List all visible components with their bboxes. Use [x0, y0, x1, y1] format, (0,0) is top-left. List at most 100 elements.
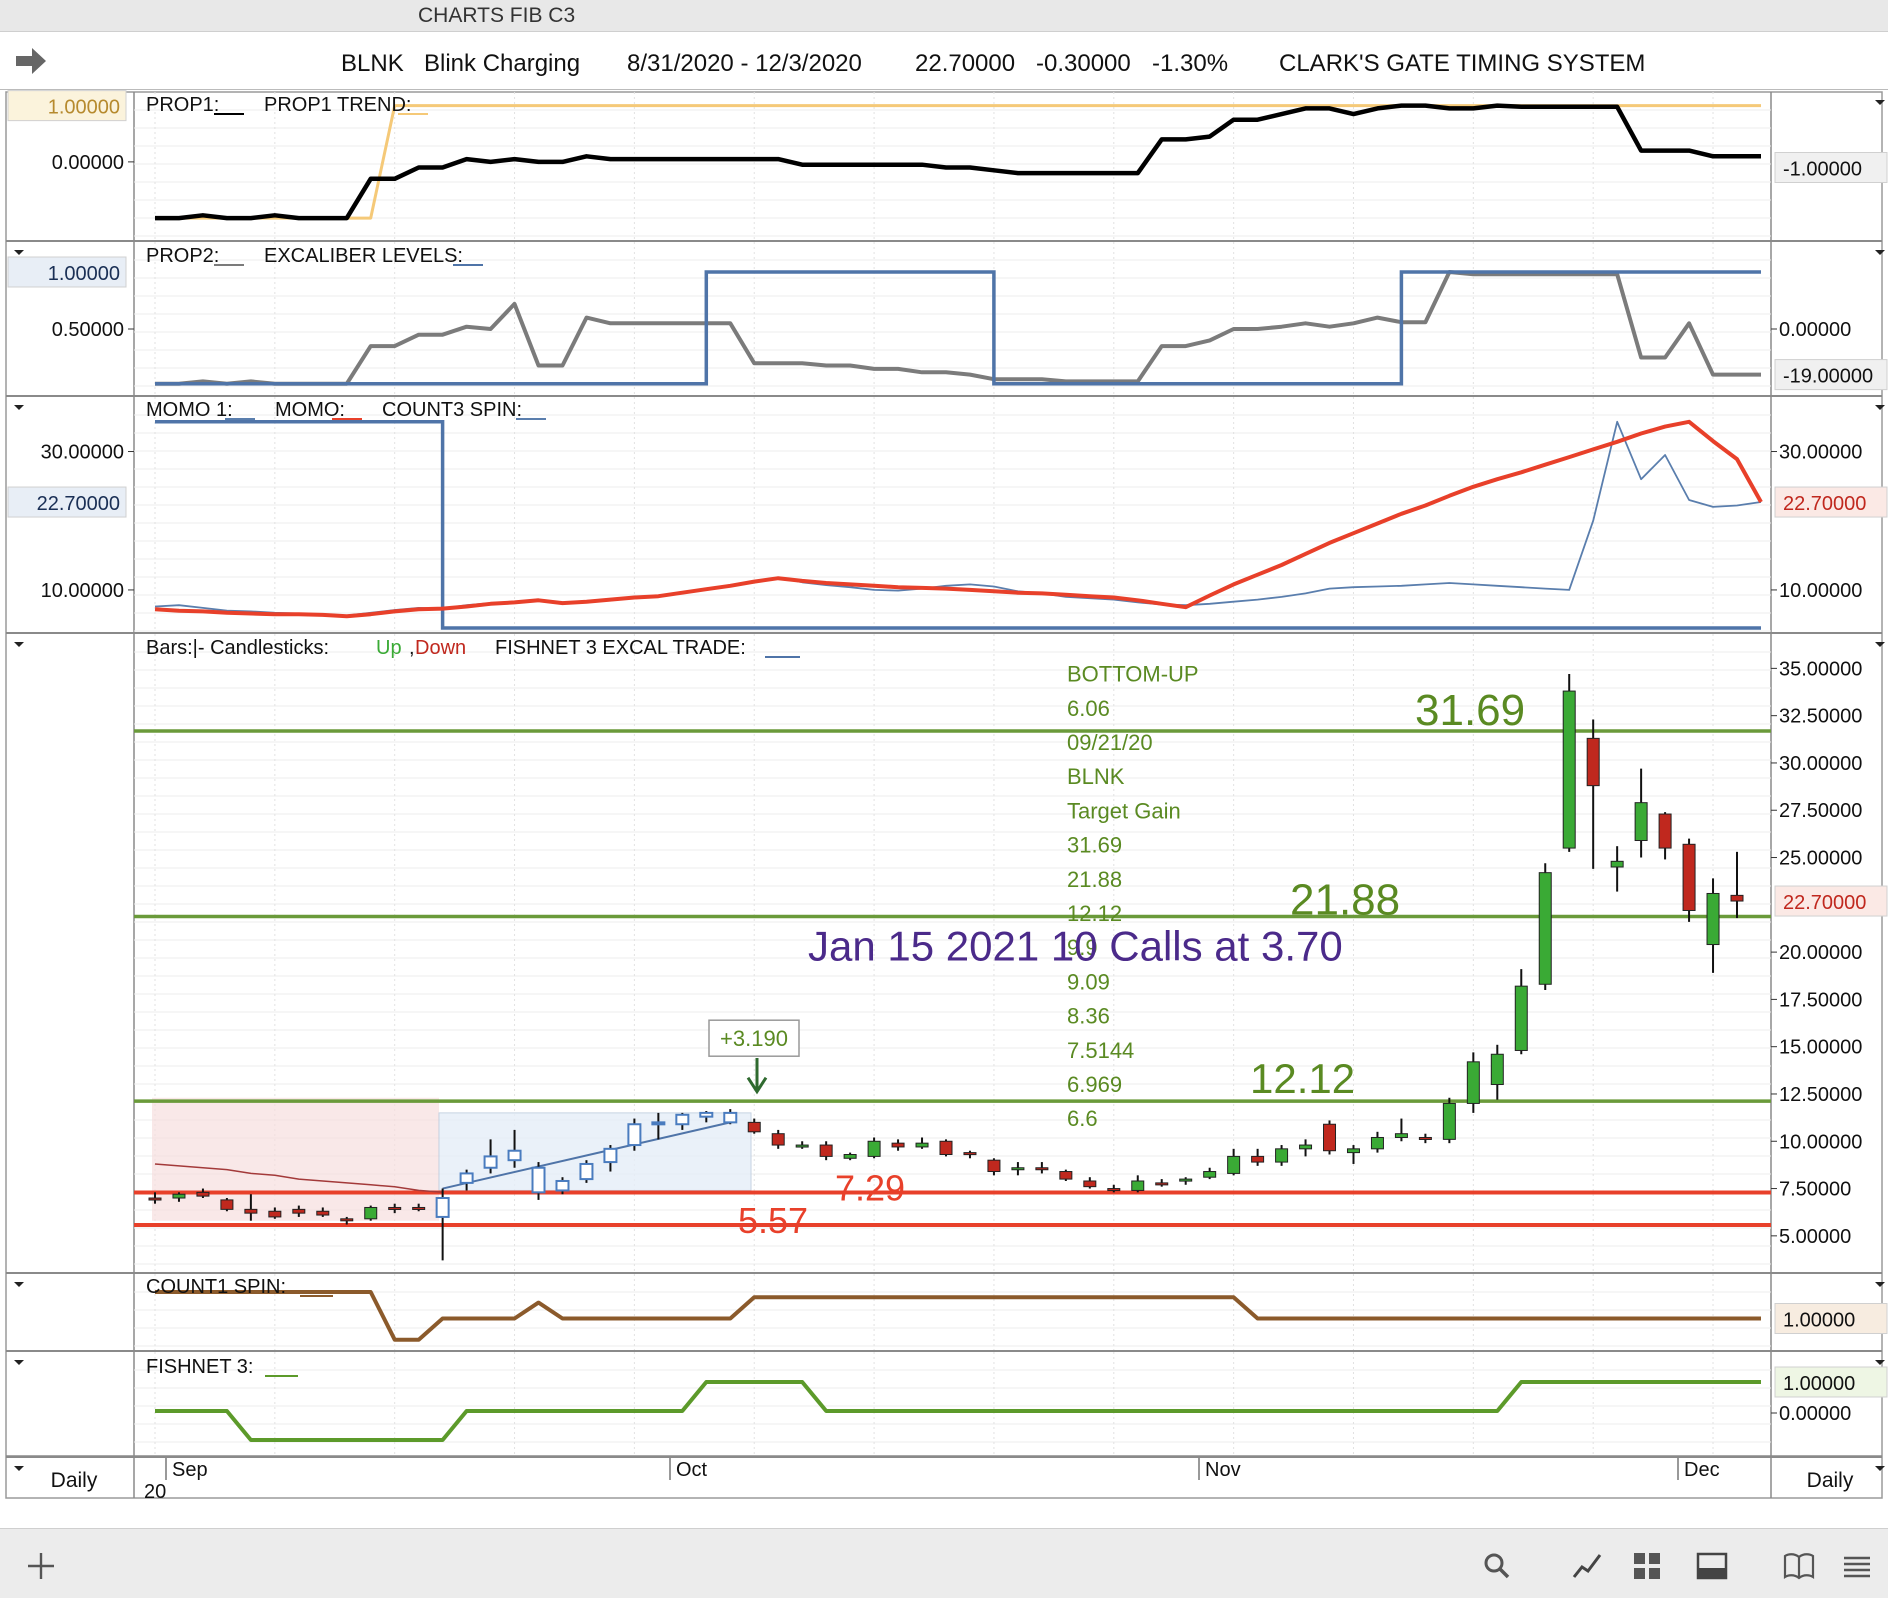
- prop1-tick: 0.00000: [52, 152, 124, 174]
- panel-menu-icon[interactable]: [1875, 250, 1885, 255]
- candle-down: [292, 1208, 306, 1214]
- header-date-range: 8/31/2020 - 12/3/2020: [627, 50, 862, 77]
- price-legend-fishnet: FISHNET 3 EXCAL TRADE:: [495, 637, 746, 659]
- window-titlebar: CHARTS FIB C3: [0, 0, 1888, 32]
- candle-up: [1466, 1061, 1480, 1104]
- search-icon[interactable]: [1480, 1549, 1514, 1583]
- panel-menu-icon[interactable]: [14, 405, 24, 410]
- bottom-toolbar: [0, 1528, 1888, 1598]
- panel-menu-icon[interactable]: [1875, 1360, 1885, 1365]
- gain-box-label: +3.190: [720, 1026, 788, 1051]
- candle-down: [268, 1210, 282, 1218]
- prop2-right-badge-bg: [1774, 359, 1888, 391]
- header-last: 22.70000: [915, 50, 1016, 77]
- menu-icon[interactable]: [1840, 1549, 1874, 1583]
- candle-down: [1107, 1188, 1121, 1192]
- chart-area[interactable]: PROP1: PROP1 TREND: PROP2: EXCALIBER LEVELS…: [0, 90, 1888, 1528]
- price-legend-up: Up: [376, 637, 402, 659]
- candle-up: [675, 1113, 690, 1126]
- grid-icon[interactable]: [1630, 1549, 1664, 1583]
- fib-note-line: 7.5144: [1067, 1038, 1134, 1063]
- momo-left-badge: 22.70000: [37, 493, 120, 515]
- panel-icon[interactable]: [1695, 1549, 1729, 1583]
- panel-menu-icon[interactable]: [14, 250, 24, 255]
- fib-note-line: 6.6: [1067, 1106, 1098, 1131]
- level-5-57-label: 5.57: [738, 1200, 808, 1241]
- candle-down: [316, 1210, 330, 1216]
- count1-right-badge: 1.00000: [1783, 1310, 1855, 1332]
- candle-down: [1323, 1123, 1337, 1152]
- panel-menu-icon[interactable]: [1875, 1282, 1885, 1287]
- fib-note-line: BOTTOM-UP: [1067, 662, 1199, 687]
- x-axis-label: Sep: [172, 1459, 208, 1481]
- candle-up: [627, 1123, 642, 1147]
- momo-tick: 30.00000: [41, 442, 124, 464]
- legend-label: PROP1 TREND:: [264, 94, 411, 116]
- momo-right-tick: 10.00000: [1779, 580, 1862, 602]
- book-icon[interactable]: [1782, 1549, 1816, 1583]
- candle-down: [244, 1208, 258, 1214]
- candle-down: [723, 1111, 738, 1124]
- candle-down: [771, 1133, 785, 1146]
- line-chart-icon[interactable]: [1570, 1549, 1604, 1583]
- candle-down: [891, 1142, 905, 1148]
- panel-menu-icon[interactable]: [14, 642, 24, 647]
- header-pct: -1.30%: [1152, 50, 1229, 77]
- legend-label: PROP1:: [146, 94, 219, 116]
- fib-note-line: 8.36: [1067, 1004, 1110, 1029]
- count1-right-badge-bg: [1774, 1303, 1888, 1334]
- panel-menu-icon[interactable]: [1875, 100, 1885, 105]
- fishnet-3-line: [155, 1380, 1761, 1442]
- candle-up: [1346, 1148, 1360, 1154]
- header-change: -0.30000: [1036, 50, 1131, 77]
- candle-up: [1538, 872, 1552, 985]
- moving-average-line: [154, 1163, 443, 1194]
- interval-right: Daily: [1807, 1469, 1854, 1492]
- price-right-tick: 17.50000: [1779, 989, 1862, 1011]
- candle-up: [1442, 1102, 1456, 1140]
- candle-down: [148, 1197, 162, 1201]
- candle-up: [435, 1197, 450, 1218]
- price-right-tick: 25.00000: [1779, 848, 1862, 870]
- level-12-12-label: 12.12: [1250, 1055, 1355, 1102]
- plus-icon[interactable]: [24, 1549, 58, 1583]
- price-legend: Bars:|- Candlesticks:: [146, 637, 329, 659]
- panel-menu-icon[interactable]: [1875, 405, 1885, 410]
- candle-up: [1634, 802, 1648, 842]
- price-right-tick: 32.50000: [1779, 706, 1862, 728]
- prop2-right-tick: 0.00000: [1779, 319, 1851, 341]
- x-axis-year: 20: [144, 1481, 166, 1503]
- window-title: CHARTS FIB C3: [418, 4, 576, 27]
- candle-down: [1730, 894, 1744, 902]
- panel-menu-icon[interactable]: [1875, 642, 1885, 647]
- calls-annotation: Jan 15 2021 10 Calls at 3.70: [808, 922, 1343, 969]
- gain-box: [708, 1019, 800, 1057]
- panel-menu-icon[interactable]: [14, 1282, 24, 1287]
- price-right-tick: 5.00000: [1779, 1226, 1851, 1248]
- arrow-right-icon[interactable]: [14, 46, 48, 76]
- candle-down: [1083, 1180, 1097, 1188]
- count1-spin-line: [155, 1290, 1761, 1342]
- price-legend-sep: ,: [409, 637, 415, 659]
- candle-down: [987, 1159, 1001, 1173]
- panel-frames: [5, 91, 1885, 1499]
- level-7-29-label: 7.29: [835, 1168, 905, 1209]
- candle-up: [1562, 690, 1576, 849]
- candle-up: [483, 1155, 498, 1169]
- price-right-tick: 15.00000: [1779, 1037, 1862, 1059]
- level-31-69-label: 31.69: [1415, 686, 1525, 735]
- interval-menu-icon[interactable]: [1875, 1466, 1885, 1471]
- count3-spin-line: [155, 420, 1761, 630]
- fib-note-line: 12.12: [1067, 901, 1122, 926]
- candle-up: [555, 1179, 570, 1192]
- candle-up: [1299, 1144, 1313, 1150]
- price-right-tick: 20.00000: [1779, 942, 1862, 964]
- prop1-line: [155, 103, 1761, 221]
- interval-menu-icon[interactable]: [14, 1466, 24, 1471]
- excaliber-levels-line: [155, 270, 1761, 386]
- candle-down: [220, 1199, 234, 1210]
- price-right-tick: 27.50000: [1779, 800, 1862, 822]
- symbol-header: BLNK Blink Charging 8/31/2020 - 12/3/202…: [0, 32, 1888, 90]
- panel-menu-icon[interactable]: [14, 1360, 24, 1365]
- candle-down: [1586, 737, 1600, 787]
